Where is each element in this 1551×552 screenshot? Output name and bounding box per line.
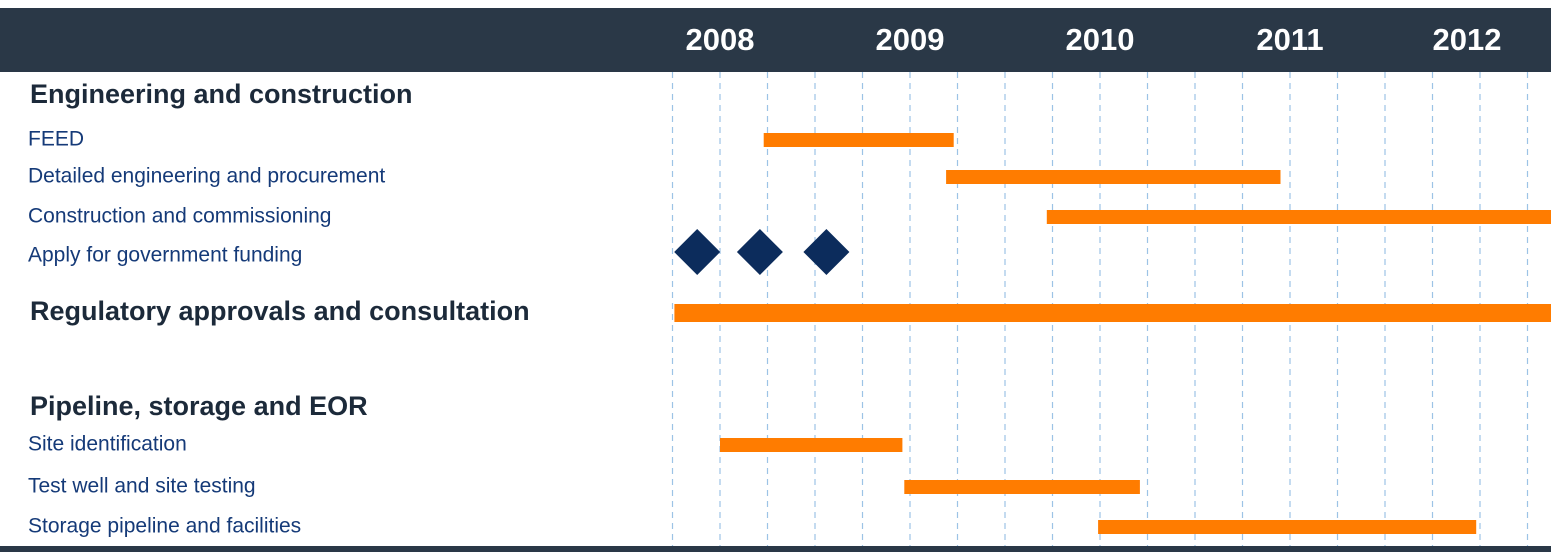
task-label: Detailed engineering and procurement xyxy=(28,165,385,188)
task-bar xyxy=(1098,520,1477,534)
task-bar xyxy=(904,480,1140,494)
task-label: Storage pipeline and facilities xyxy=(28,515,301,538)
task-label: FEED xyxy=(28,128,84,151)
group-label: Pipeline, storage and EOR xyxy=(30,391,368,421)
year-label: 2011 xyxy=(1256,22,1323,57)
task-bar xyxy=(1046,210,1551,224)
footer-band xyxy=(0,546,1551,552)
year-label: 2008 xyxy=(686,22,755,57)
task-label: Test well and site testing xyxy=(28,475,256,498)
task-label: Apply for government funding xyxy=(28,244,302,267)
group-label: Regulatory approvals and consultation xyxy=(30,296,530,326)
header-band xyxy=(0,8,1551,72)
task-bar xyxy=(720,438,903,452)
task-bar xyxy=(946,170,1281,184)
task-label: Site identification xyxy=(28,433,187,456)
group-label: Engineering and construction xyxy=(30,79,413,109)
year-label: 2010 xyxy=(1066,22,1135,57)
milestone xyxy=(736,229,783,275)
task-bar xyxy=(763,133,954,147)
milestone xyxy=(674,229,721,275)
year-label: 2012 xyxy=(1433,22,1502,57)
milestone xyxy=(803,229,850,275)
task-bar xyxy=(674,304,1551,322)
task-label: Construction and commissioning xyxy=(28,205,331,228)
year-label: 2009 xyxy=(876,22,945,57)
